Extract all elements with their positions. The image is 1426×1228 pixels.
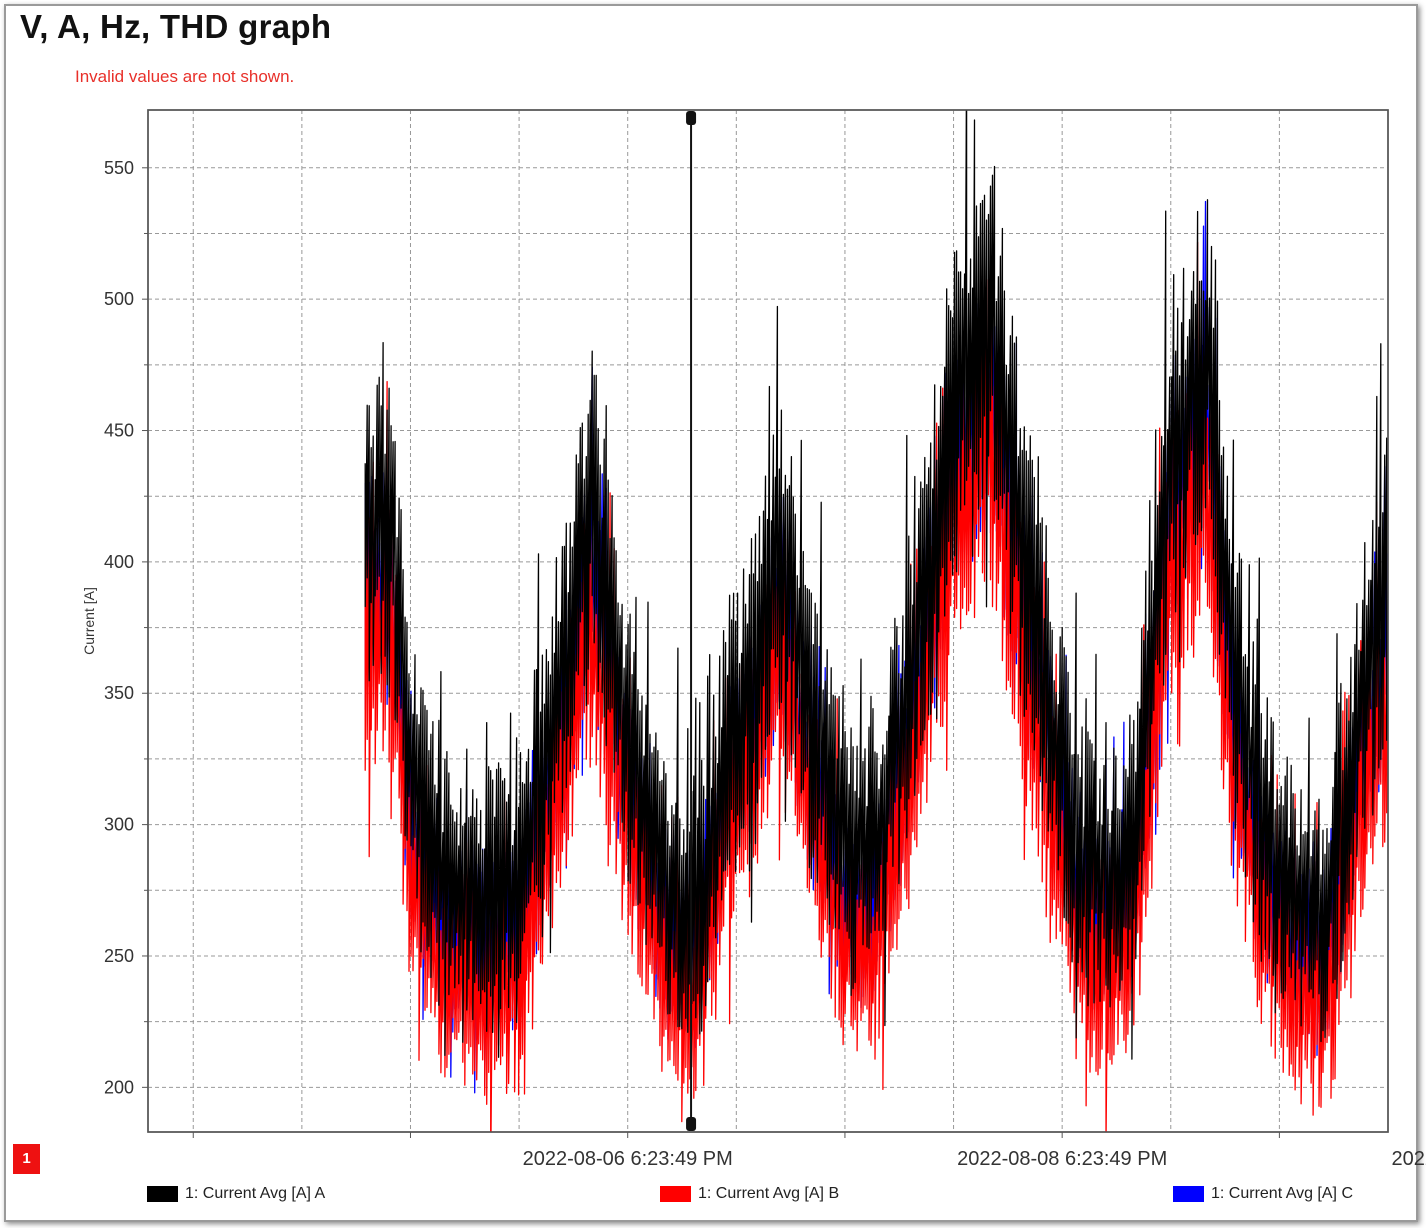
x-tick-label: 2022-08-08 6:23:49 PM: [957, 1148, 1167, 1170]
y-tick-label: 400: [104, 552, 134, 572]
legend-swatch-phase-b: [660, 1186, 691, 1202]
legend-label-phase-c: 1: Current Avg [A] C: [1211, 1185, 1353, 1202]
page-title: V, A, Hz, THD graph: [20, 8, 332, 45]
y-tick-label: 450: [104, 421, 134, 441]
device-badge[interactable]: 1: [13, 1144, 40, 1174]
legend-swatch-phase-a: [147, 1186, 178, 1202]
invalid-values-note: Invalid values are not shown.: [75, 67, 295, 86]
series-line: [364, 110, 1388, 1060]
legend-item-phase-a[interactable]: 1: Current Avg [A] A: [147, 1184, 325, 1204]
legend-label-phase-a: 1: Current Avg [A] A: [185, 1185, 326, 1202]
y-tick-label: 350: [104, 683, 134, 703]
x-tick-label: 2022-08-10 6:23:49 PM: [1392, 1148, 1426, 1170]
y-axis-label: Current [A]: [81, 587, 97, 655]
series-a: [364, 110, 1388, 1060]
legend-swatch-phase-c: [1173, 1186, 1204, 1202]
plot-border: [147, 109, 1389, 1133]
legend-label-phase-b: 1: Current Avg [A] B: [698, 1185, 840, 1202]
cursor-handle-bottom: [686, 1117, 697, 1131]
cursor-handle-top: [686, 111, 697, 125]
y-tick-label: 550: [104, 158, 134, 178]
x-tick-label: 2022-08-06 6:23:49 PM: [523, 1148, 733, 1170]
legend-item-phase-b[interactable]: 1: Current Avg [A] B: [660, 1184, 839, 1204]
y-tick-label: 200: [104, 1077, 134, 1097]
y-tick-label: 300: [104, 815, 134, 835]
y-tick-label: 250: [104, 946, 134, 966]
legend-item-phase-c[interactable]: 1: Current Avg [A] C: [1173, 1184, 1353, 1204]
y-tick-label: 500: [104, 289, 134, 309]
